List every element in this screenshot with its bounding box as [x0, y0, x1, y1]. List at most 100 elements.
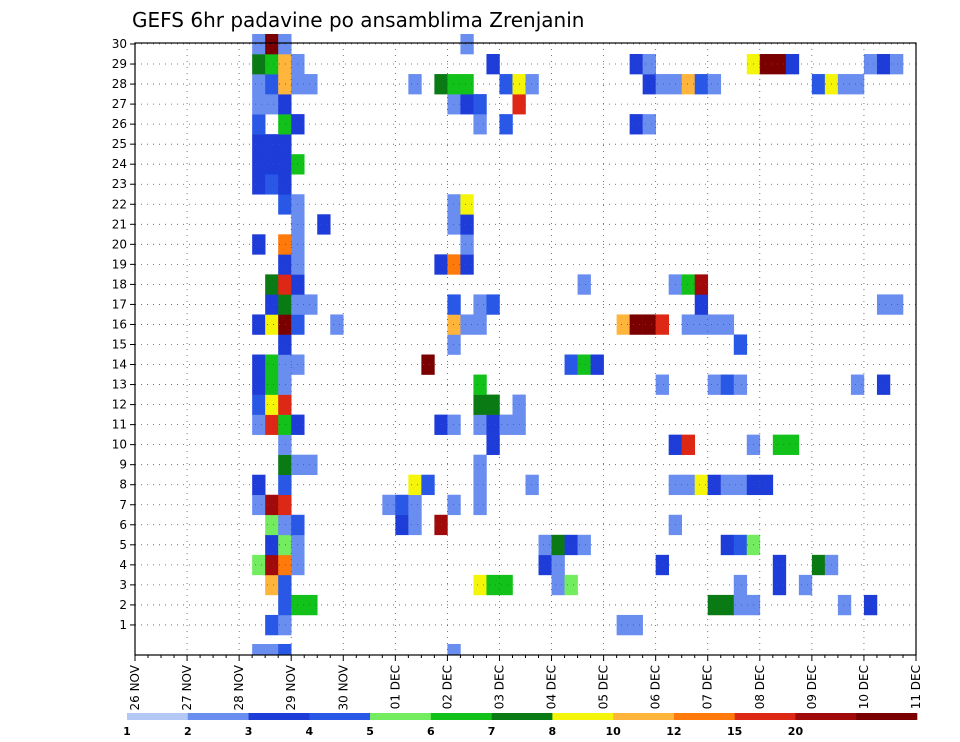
y-tick-label: 15: [112, 337, 127, 351]
heatmap-cell: [811, 554, 826, 576]
heatmap-cell: [473, 114, 487, 135]
heatmap-cell: [278, 294, 292, 315]
heatmap-cell: [473, 474, 487, 496]
heatmap-cell: [265, 494, 279, 516]
heatmap-cell: [733, 474, 748, 496]
heatmap-cell: [681, 314, 696, 335]
heatmap-cell: [798, 574, 813, 596]
heatmap-cell: [278, 33, 292, 55]
heatmap-cell: [785, 434, 800, 455]
heatmap-cell: [473, 454, 487, 475]
heatmap-cell: [447, 254, 461, 275]
heatmap-cell: [811, 74, 826, 95]
heatmap-cell: [278, 254, 292, 275]
heatmap-cell: [252, 33, 266, 55]
heatmap-cell: [889, 54, 904, 75]
heatmap-cell: [278, 334, 292, 355]
heatmap-cell: [447, 294, 461, 315]
legend-swatch: [734, 713, 796, 720]
heatmap-cell: [265, 574, 279, 596]
heatmap-cell: [278, 74, 292, 95]
heatmap-cell: [577, 354, 591, 375]
heatmap-cell: [772, 554, 787, 576]
heatmap-cell: [707, 374, 722, 395]
legend-label: 12: [666, 725, 681, 738]
y-tick-label: 11: [112, 418, 127, 432]
heatmap-cell: [252, 374, 266, 395]
heatmap-cell: [733, 334, 748, 355]
heatmap-cell: [317, 214, 331, 235]
heatmap-cell: [265, 294, 279, 315]
heatmap-cell: [278, 174, 292, 195]
x-tick-label: 30 NOV: [336, 664, 350, 710]
heatmap-cell: [278, 154, 292, 175]
heatmap-cell: [304, 294, 318, 315]
heatmap-cell: [447, 214, 461, 235]
y-tick-label: 3: [119, 578, 127, 592]
heatmap-cell: [720, 374, 735, 395]
heatmap-cell: [265, 154, 279, 175]
heatmap-cell: [694, 474, 709, 496]
heatmap-cell: [252, 154, 266, 175]
y-tick-label: 17: [112, 297, 127, 311]
y-tick-label: 12: [112, 398, 127, 412]
heatmap-cell: [278, 114, 292, 135]
x-tick-label: 06 DEC: [649, 665, 663, 709]
heatmap-cell: [733, 374, 748, 395]
heatmap-cell: [551, 534, 565, 556]
heatmap-cell: [330, 314, 344, 335]
heatmap-cell: [720, 594, 735, 616]
legend-swatch: [187, 713, 249, 720]
heatmap-cell: [473, 374, 487, 395]
heatmap-cell: [629, 54, 643, 75]
x-tick-label: 05 DEC: [597, 665, 611, 709]
heatmap-cell: [681, 274, 696, 295]
legend-label: 3: [245, 725, 253, 738]
heatmap-cell: [278, 354, 292, 375]
heatmap-cell: [655, 314, 669, 335]
heatmap-cell: [252, 394, 266, 415]
heatmap-cell: [265, 33, 279, 55]
x-tick-label: 02 DEC: [440, 665, 454, 709]
heatmap-cell: [707, 314, 722, 335]
heatmap-cell: [460, 74, 474, 95]
heatmap-cell: [278, 514, 292, 536]
heatmap-cell: [694, 74, 709, 95]
x-tick-label: 01 DEC: [388, 665, 402, 709]
heatmap-cell: [265, 643, 279, 656]
heatmap-cell: [551, 554, 565, 576]
heatmap-cell: [538, 534, 552, 556]
heatmap-cell: [278, 574, 292, 596]
heatmap-cell: [447, 494, 461, 516]
heatmap-cell: [876, 294, 891, 315]
heatmap-cell: [265, 534, 279, 556]
heatmap-cell: [473, 574, 487, 596]
heatmap-cell: [278, 554, 292, 576]
heatmap-cell: [252, 314, 266, 335]
heatmap-cell: [265, 274, 279, 295]
heatmap-cell: [278, 274, 292, 295]
heatmap-cell: [278, 643, 292, 656]
heatmap-cell: [408, 74, 422, 95]
heatmap-cell: [252, 114, 266, 135]
heatmap-cell: [278, 594, 292, 616]
legend-swatch: [552, 713, 614, 720]
y-tick-label: 10: [112, 438, 127, 452]
heatmap-cell: [525, 474, 539, 496]
legend-swatch: [673, 713, 735, 720]
heatmap-cell: [447, 314, 461, 335]
heatmap-cell: [876, 374, 891, 395]
legend-label: 8: [549, 725, 557, 738]
heatmap-cell: [863, 54, 878, 75]
legend-swatch: [491, 713, 553, 720]
heatmap-cell: [265, 614, 279, 636]
heatmap-cell: [499, 114, 513, 135]
y-axis: 1234567891011121314151617181920212223242…: [112, 37, 135, 632]
legend-label: 1: [123, 725, 131, 738]
heatmap-cell: [408, 514, 422, 536]
heatmap-cell: [850, 74, 865, 95]
legend-label: 20: [788, 725, 804, 738]
y-tick-label: 18: [112, 277, 127, 291]
heatmap-cell: [486, 574, 500, 596]
heatmap-cell: [278, 454, 292, 475]
